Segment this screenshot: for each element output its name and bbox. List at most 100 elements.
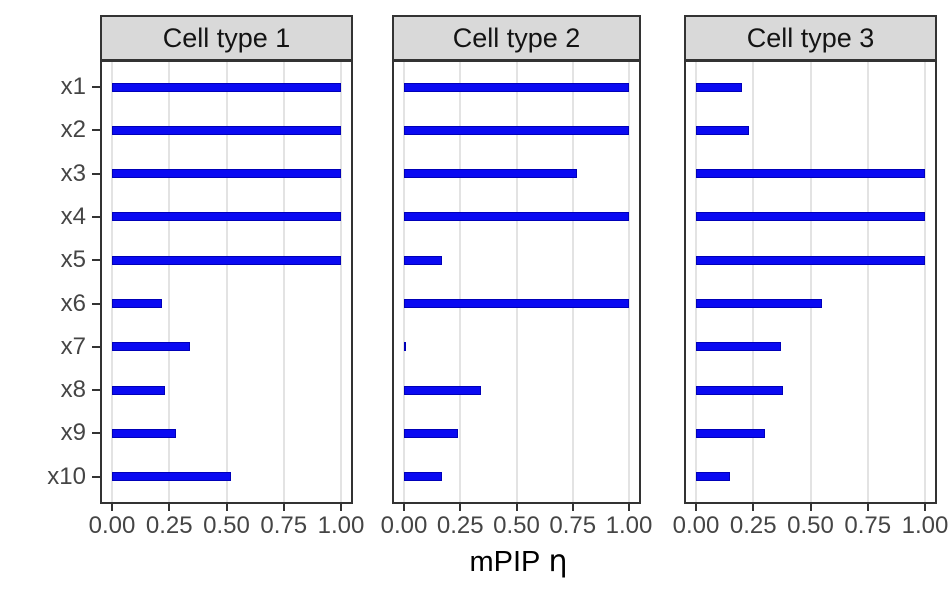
x-axis-tick-label: 1.00 — [605, 512, 653, 539]
y-axis-tick — [92, 432, 100, 435]
y-axis-tick — [92, 215, 100, 218]
bar — [112, 299, 163, 308]
x-axis-tick-label: 0.00 — [380, 512, 428, 539]
bar — [404, 125, 629, 135]
gridline — [168, 62, 171, 502]
x-axis-tick — [809, 504, 812, 511]
y-axis-tick — [92, 345, 100, 348]
bar — [404, 385, 481, 395]
y-axis-tick — [92, 86, 100, 88]
y-axis-tick-label: x8 — [60, 376, 86, 404]
bar — [696, 82, 742, 92]
x-axis-tick — [571, 504, 574, 511]
x-axis-tick — [459, 504, 462, 511]
bar — [112, 212, 341, 222]
bar — [696, 385, 784, 395]
x-axis-tick — [866, 504, 869, 511]
panel-body — [392, 60, 641, 504]
facet-strip: Cell type 3 — [684, 15, 937, 61]
x-axis-tick-label: 0.25 — [145, 512, 193, 539]
gridline — [282, 62, 285, 502]
gridline — [111, 62, 113, 502]
panel-body — [100, 60, 353, 504]
x-axis-tick — [924, 504, 926, 511]
bar — [112, 82, 341, 92]
gridline — [571, 62, 574, 502]
bar — [404, 82, 629, 92]
facet-strip: Cell type 2 — [392, 15, 641, 61]
y-axis-tick-label: x1 — [60, 73, 86, 100]
bar — [404, 169, 578, 179]
gridline — [924, 62, 926, 502]
bar — [696, 255, 925, 265]
x-axis-tick — [282, 504, 285, 511]
bar — [112, 255, 341, 265]
facet-strip-label: Cell type 1 — [162, 22, 291, 53]
y-axis-tick-label: x3 — [60, 159, 86, 187]
y-axis-tick-label: x7 — [60, 332, 86, 360]
x-axis-tick — [403, 504, 405, 511]
gridline — [515, 62, 518, 502]
y-axis-tick-label: x2 — [60, 116, 86, 144]
x-axis-tick-label: 0.00 — [88, 512, 136, 539]
x-axis-tick-label: 0.75 — [549, 512, 597, 539]
bar — [112, 169, 341, 179]
x-axis-tick-label: 0.50 — [203, 512, 250, 539]
gridline — [752, 62, 755, 502]
facet-strip-label: Cell type 3 — [746, 22, 875, 53]
panel-body — [684, 60, 937, 504]
y-axis-tick-label: x9 — [60, 419, 86, 447]
y-axis-tick-label: x10 — [47, 462, 86, 490]
bar — [404, 299, 629, 308]
x-axis-tick-label: 1.00 — [901, 512, 949, 539]
x-axis-tick-label: 0.25 — [436, 512, 484, 539]
bar — [696, 299, 822, 308]
y-axis-tick — [92, 389, 100, 392]
bar — [696, 428, 765, 438]
x-axis-tick — [340, 504, 342, 511]
bar — [696, 472, 731, 482]
bar — [696, 125, 749, 135]
gridline — [809, 62, 812, 502]
x-axis-tick-label: 1.00 — [317, 512, 365, 539]
bar — [112, 125, 341, 135]
gridline — [225, 62, 228, 502]
x-axis-tick-label: 0.00 — [672, 512, 720, 539]
bar — [696, 169, 925, 179]
facet-strip-label: Cell type 2 — [452, 22, 581, 53]
x-axis-tick — [168, 504, 171, 511]
y-axis-tick — [92, 475, 100, 478]
bar — [404, 255, 443, 265]
x-axis-tick-label: 0.50 — [493, 512, 540, 539]
bar — [404, 342, 407, 352]
x-axis-tick — [225, 504, 228, 511]
y-axis-tick-label: x6 — [60, 289, 86, 317]
x-axis-tick — [752, 504, 755, 511]
bar — [112, 342, 190, 352]
y-axis-tick — [92, 172, 100, 175]
gridline — [866, 62, 869, 502]
x-axis-tick-label: 0.75 — [844, 512, 892, 539]
y-axis-tick — [92, 129, 100, 132]
y-axis-tick-label: x4 — [60, 202, 86, 230]
y-axis-tick — [92, 259, 100, 262]
bar — [696, 212, 925, 222]
bar — [404, 472, 443, 482]
x-axis-title-text: mPIP — [469, 546, 541, 578]
bar — [404, 428, 458, 438]
x-axis-tick — [111, 504, 113, 511]
gridline — [403, 62, 405, 502]
bar — [112, 472, 232, 482]
gridline — [459, 62, 462, 502]
y-axis-tick-label: x5 — [60, 246, 86, 274]
y-axis-tick — [92, 302, 100, 305]
x-axis-tick-label: 0.25 — [729, 512, 777, 539]
gridline — [340, 62, 342, 502]
bar — [404, 212, 629, 222]
x-axis-tick-label: 0.75 — [260, 512, 308, 539]
bar — [112, 428, 177, 438]
x-axis-tick-label: 0.50 — [787, 512, 834, 539]
x-axis-tick — [628, 504, 630, 511]
x-axis-tick — [695, 504, 697, 511]
